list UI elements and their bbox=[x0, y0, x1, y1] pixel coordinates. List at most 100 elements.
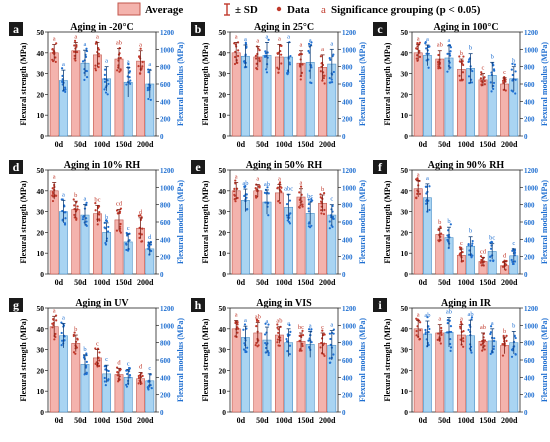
data-point-strength bbox=[301, 344, 304, 348]
data-point-strength bbox=[437, 332, 440, 335]
x-tick-label: 0d bbox=[55, 140, 64, 149]
data-point-modulus bbox=[511, 249, 514, 252]
data-point-modulus bbox=[104, 384, 107, 387]
data-point-modulus bbox=[84, 55, 88, 59]
data-point-modulus bbox=[467, 60, 470, 64]
data-point-modulus bbox=[64, 90, 67, 93]
sig-letter-modulus: bc bbox=[307, 193, 313, 200]
data-point-modulus bbox=[492, 339, 496, 343]
data-point-strength bbox=[502, 81, 505, 85]
y-tick-label: 30 bbox=[401, 346, 409, 355]
data-point-strength bbox=[258, 186, 261, 189]
data-point-strength bbox=[55, 194, 58, 197]
sig-letter-modulus: ab bbox=[242, 180, 248, 187]
sig-letter-modulus: ab bbox=[446, 309, 452, 316]
sig-letter-modulus: abc bbox=[284, 185, 293, 192]
data-point-strength bbox=[298, 53, 301, 56]
panel-tag-box bbox=[9, 160, 23, 174]
data-point-strength bbox=[418, 51, 421, 54]
data-point-modulus bbox=[146, 89, 149, 92]
sig-letter-modulus: a bbox=[84, 41, 87, 48]
data-point-modulus bbox=[60, 331, 63, 335]
data-point-strength bbox=[483, 339, 487, 342]
data-point-strength bbox=[461, 250, 464, 254]
data-point-modulus bbox=[125, 369, 128, 372]
data-point-strength bbox=[96, 223, 99, 226]
data-point-modulus bbox=[285, 337, 288, 341]
data-point-strength bbox=[51, 326, 54, 329]
data-point-strength bbox=[236, 323, 239, 326]
data-point-modulus bbox=[106, 79, 109, 82]
data-point-strength bbox=[140, 240, 144, 243]
data-point-modulus bbox=[267, 38, 270, 41]
data-point-strength bbox=[278, 201, 282, 205]
y-axis-label: Flexural strength (MPa) bbox=[19, 42, 28, 125]
panel-tag-box bbox=[373, 160, 387, 174]
y-axis-label: Flexural strength (MPa) bbox=[19, 318, 28, 401]
data-point-strength bbox=[236, 326, 239, 329]
data-point-strength bbox=[55, 42, 58, 45]
x-tick-label: 200d bbox=[501, 416, 518, 425]
data-point-strength bbox=[301, 342, 304, 346]
x-tick-label: 150d bbox=[115, 140, 132, 149]
data-point-modulus bbox=[85, 371, 88, 374]
legend-sd-icon bbox=[224, 3, 230, 16]
data-point-strength bbox=[322, 353, 325, 356]
legend-average-label: Average bbox=[145, 4, 183, 16]
data-point-modulus bbox=[468, 253, 471, 256]
data-point-modulus bbox=[428, 208, 431, 212]
data-point-strength bbox=[276, 187, 279, 190]
data-point-strength bbox=[98, 213, 101, 216]
data-point-modulus bbox=[243, 194, 246, 198]
sig-letter-modulus: b bbox=[512, 322, 515, 329]
data-point-modulus bbox=[125, 83, 128, 86]
y2-tick-label: 600 bbox=[342, 357, 353, 365]
data-point-strength bbox=[258, 57, 261, 60]
data-point-strength bbox=[54, 332, 57, 336]
y2-tick-label: 0 bbox=[160, 133, 164, 141]
sig-letter-strength: ab bbox=[276, 318, 282, 325]
data-point-strength bbox=[323, 354, 326, 358]
data-point-modulus bbox=[427, 52, 430, 55]
y-tick-label: 0 bbox=[222, 132, 226, 141]
data-point-strength bbox=[440, 333, 443, 337]
y-tick-label: 10 bbox=[219, 249, 227, 258]
data-point-modulus bbox=[489, 247, 493, 250]
panel-tag-letter: a bbox=[13, 22, 19, 36]
data-point-strength bbox=[137, 65, 140, 68]
chart-panel-d: d Aging in 10% RH 0 10 20 30 40 50 0 200 400 600 800… bbox=[9, 160, 185, 287]
data-point-modulus bbox=[128, 374, 132, 377]
y-tick-label: 40 bbox=[219, 325, 227, 334]
data-point-strength bbox=[276, 326, 279, 329]
data-point-strength bbox=[139, 72, 142, 75]
data-point-modulus bbox=[330, 80, 334, 84]
sig-letter-strength: a bbox=[235, 33, 238, 40]
data-point-strength bbox=[116, 212, 119, 215]
y2-tick-label: 400 bbox=[342, 374, 353, 382]
data-point-strength bbox=[94, 64, 97, 67]
data-point-strength bbox=[256, 68, 259, 71]
data-point-strength bbox=[418, 55, 422, 58]
data-point-modulus bbox=[332, 353, 335, 356]
data-point-modulus bbox=[263, 55, 267, 58]
data-point-strength bbox=[234, 200, 237, 203]
data-point-strength bbox=[480, 84, 483, 87]
data-point-modulus bbox=[307, 42, 311, 46]
sig-letter-modulus: a bbox=[62, 315, 65, 322]
data-point-modulus bbox=[245, 327, 248, 330]
data-point-strength bbox=[437, 61, 440, 64]
data-point-modulus bbox=[63, 86, 67, 89]
y2-tick-label: 1000 bbox=[160, 184, 175, 192]
data-point-strength bbox=[301, 334, 305, 337]
data-point-strength bbox=[301, 63, 304, 66]
y-axis-label: Flexural strength (MPa) bbox=[383, 180, 392, 263]
chart-panel-b: b Aging in 25°C 0 10 20 30 40 50 0 200 400 600 800 10… bbox=[191, 22, 367, 149]
data-point-strength bbox=[119, 227, 122, 230]
data-point-strength bbox=[416, 192, 419, 195]
data-point-strength bbox=[72, 351, 76, 354]
data-point-modulus bbox=[106, 230, 110, 233]
data-point-modulus bbox=[129, 82, 132, 85]
y-tick-label: 50 bbox=[401, 304, 409, 313]
data-point-modulus bbox=[514, 353, 517, 356]
y-tick-label: 40 bbox=[37, 325, 45, 334]
